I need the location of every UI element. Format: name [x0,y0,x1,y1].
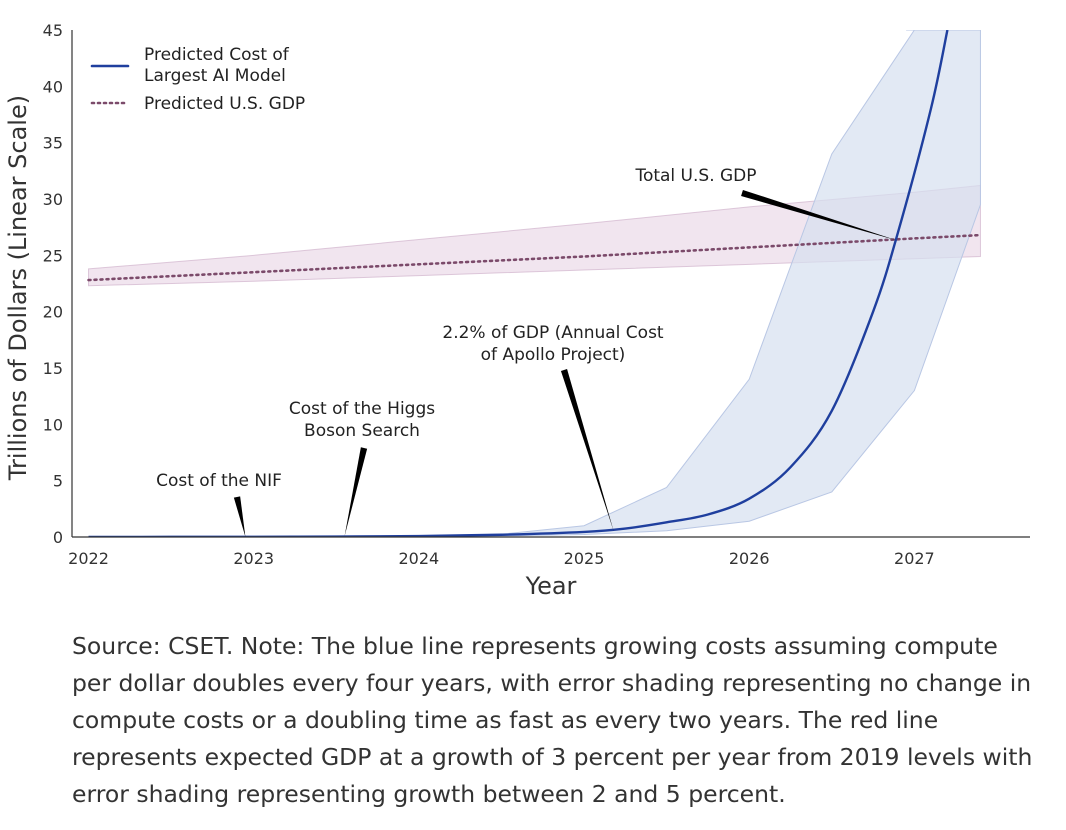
x-tick-label: 2022 [68,549,109,568]
x-tick-label: 2024 [399,549,440,568]
y-tick-label: 10 [43,415,63,434]
y-tick-label: 45 [43,21,63,40]
x-tick-label: 2025 [564,549,605,568]
annotation-nif-arrow [234,496,246,537]
annotation-higgs-label: Cost of the Higgs [289,399,435,419]
y-tick-label: 0 [53,528,63,547]
annotation-apollo-label: of Apollo Project) [481,345,626,365]
legend-label: Largest AI Model [144,66,286,86]
x-tick-label: 2027 [894,549,935,568]
chart: 0510152025303540452022202320242025202620… [0,0,1066,620]
x-tick-label: 2026 [729,549,770,568]
y-tick-label: 35 [43,134,63,153]
legend-label: Predicted U.S. GDP [144,94,305,114]
annotation-higgs-arrow [345,447,368,536]
annotation-nif-label: Cost of the NIF [156,471,282,491]
annotation-apollo-label: 2.2% of GDP (Annual Cost [442,323,664,343]
annotation-apollo-arrow [561,369,614,531]
y-tick-label: 30 [43,190,63,209]
annotation-higgs-label: Boson Search [304,421,420,441]
figure-caption: Source: CSET. Note: The blue line repres… [72,628,1042,813]
y-axis-title: Trillions of Dollars (Linear Scale) [4,95,32,481]
y-tick-label: 20 [43,303,63,322]
y-tick-label: 25 [43,246,63,265]
x-axis-title: Year [525,572,577,600]
y-tick-label: 40 [43,77,63,96]
annotation-gdp-label: Total U.S. GDP [634,166,756,186]
legend: Predicted Cost ofLargest AI Model Predict… [92,45,305,114]
x-tick-label: 2023 [233,549,274,568]
legend-label: Predicted Cost of [144,45,290,65]
y-tick-label: 15 [43,359,63,378]
y-tick-label: 5 [53,472,63,491]
